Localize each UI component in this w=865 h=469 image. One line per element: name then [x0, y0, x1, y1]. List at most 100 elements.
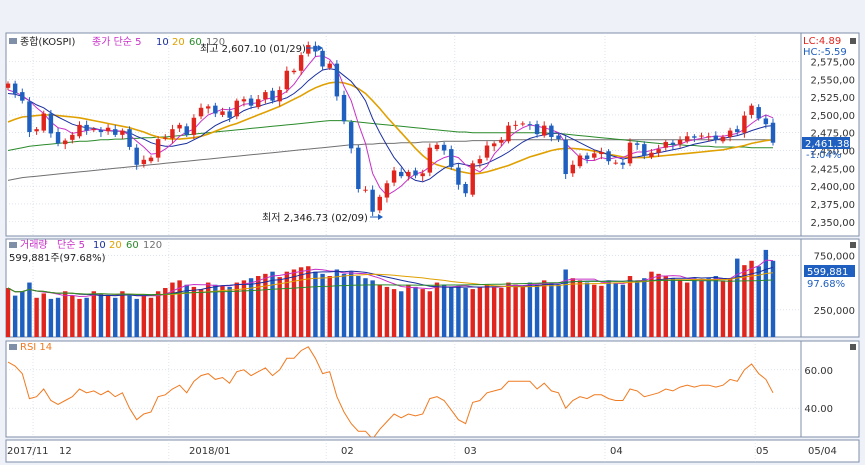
candle-body — [363, 189, 368, 191]
volume-bar — [191, 286, 197, 337]
volume-bar — [499, 288, 504, 337]
rsi-legend: RSI 14 — [20, 342, 52, 353]
candle-body — [642, 144, 647, 156]
volume-bar — [391, 289, 397, 337]
volume-bar — [284, 271, 290, 337]
candle-body — [735, 129, 740, 133]
candle-body — [41, 113, 46, 131]
volume-bar — [377, 284, 382, 337]
volume-current-box — [804, 265, 855, 277]
candle-body — [306, 45, 311, 54]
candle-body — [20, 92, 25, 101]
candle-body — [606, 151, 611, 162]
low-annotation: 최저 2,346.73 (02/09) — [262, 212, 368, 224]
x-label: 05/04 — [808, 446, 837, 457]
volume-bar — [441, 284, 447, 337]
change-pct: -1.04% — [806, 150, 841, 161]
volume-bar — [370, 280, 375, 337]
volume-bar — [713, 276, 719, 337]
volume-bar — [234, 282, 240, 337]
price-tick-label: 2,425,00 — [810, 164, 855, 175]
candle-body — [270, 90, 275, 101]
volume-bar — [663, 276, 668, 337]
candle-body — [513, 124, 518, 126]
volume-legend-ma60: 60 — [126, 240, 139, 251]
volume-bar — [506, 282, 511, 337]
candle-body — [391, 170, 397, 183]
candle-body — [70, 134, 75, 140]
volume-bar — [649, 271, 654, 337]
candle-body — [556, 135, 561, 140]
candle-body — [563, 139, 568, 175]
volume-bar — [227, 286, 232, 337]
high-annotation: 최고 2,607.10 (01/29) — [200, 43, 306, 55]
volume-bar — [549, 282, 554, 337]
candle-body — [263, 92, 268, 100]
volume-bar — [627, 276, 633, 337]
candle-body — [592, 153, 597, 158]
volume-bar — [620, 284, 626, 337]
volume-bar — [463, 288, 468, 337]
candle-body — [499, 139, 504, 143]
volume-bar — [735, 258, 740, 337]
candle-body — [677, 139, 683, 145]
volume-axis-panel — [800, 238, 860, 338]
volume-toggle-icon[interactable] — [9, 242, 17, 248]
candle-body — [441, 144, 447, 151]
candle-body — [727, 130, 733, 137]
candle-body — [341, 94, 347, 122]
candle-body — [634, 143, 640, 145]
volume-bar — [334, 269, 340, 337]
candle-body — [584, 155, 590, 160]
rsi-expand-icon[interactable] — [850, 344, 856, 350]
candle-body — [12, 83, 18, 94]
expand-icon[interactable] — [850, 38, 856, 44]
rsi-line — [7, 346, 774, 437]
volume-legend-ma10: 10 — [93, 240, 106, 251]
candle-body — [334, 63, 340, 97]
volume-bar — [670, 278, 676, 337]
x-label: 2018/01 — [189, 446, 231, 457]
volume-bar — [477, 286, 483, 337]
price-legend-ma5: 종가 단순 5 — [92, 36, 142, 48]
candle-body — [84, 124, 89, 131]
rsi-panel — [5, 340, 802, 438]
price-legend-title: 종합(KOSPI) — [20, 36, 76, 48]
volume-bar — [141, 295, 147, 337]
volume-bar — [70, 295, 75, 337]
candle-body — [127, 129, 132, 147]
volume-bar — [420, 289, 425, 337]
volume-bar — [198, 289, 204, 337]
candle-body — [684, 136, 690, 142]
price-tick-label: 2,450,00 — [810, 147, 855, 158]
candle-body — [713, 135, 719, 140]
volume-expand-icon[interactable] — [850, 242, 856, 248]
volume-bar — [699, 280, 704, 337]
candle-body — [384, 183, 390, 198]
volume-bar — [213, 284, 218, 337]
candle-body — [549, 125, 554, 137]
x-axis-strip — [5, 439, 860, 463]
price-legend-ma60: 60 — [189, 37, 202, 48]
volume-legend-ma20: 20 — [109, 240, 122, 251]
rsi-toggle-icon[interactable] — [9, 344, 17, 350]
price-tick-label: 2,550,00 — [810, 75, 855, 86]
volume-bar — [205, 282, 211, 337]
candle-body — [413, 170, 418, 176]
panel-toggle-icon[interactable] — [9, 38, 17, 44]
volume-bar — [298, 267, 304, 337]
volume-current-label: 599,881주(97.68%) — [9, 253, 106, 264]
high-arrow-icon — [318, 45, 323, 51]
candle-body — [313, 45, 318, 52]
price-tick-label: 2,525,00 — [810, 93, 855, 104]
candle-body — [6, 83, 11, 88]
x-label: 05 — [756, 446, 769, 457]
candle-body — [484, 145, 490, 158]
rsi-axis-panel — [800, 340, 860, 438]
candle-body — [706, 136, 711, 138]
price-legend-ma120: 120 — [206, 37, 225, 48]
price-legend-ma10: 10 — [156, 37, 169, 48]
volume-bar — [263, 273, 268, 337]
price-legend: 종합(KOSPI) 종가 단순 5 10 20 60 120 — [9, 36, 225, 48]
